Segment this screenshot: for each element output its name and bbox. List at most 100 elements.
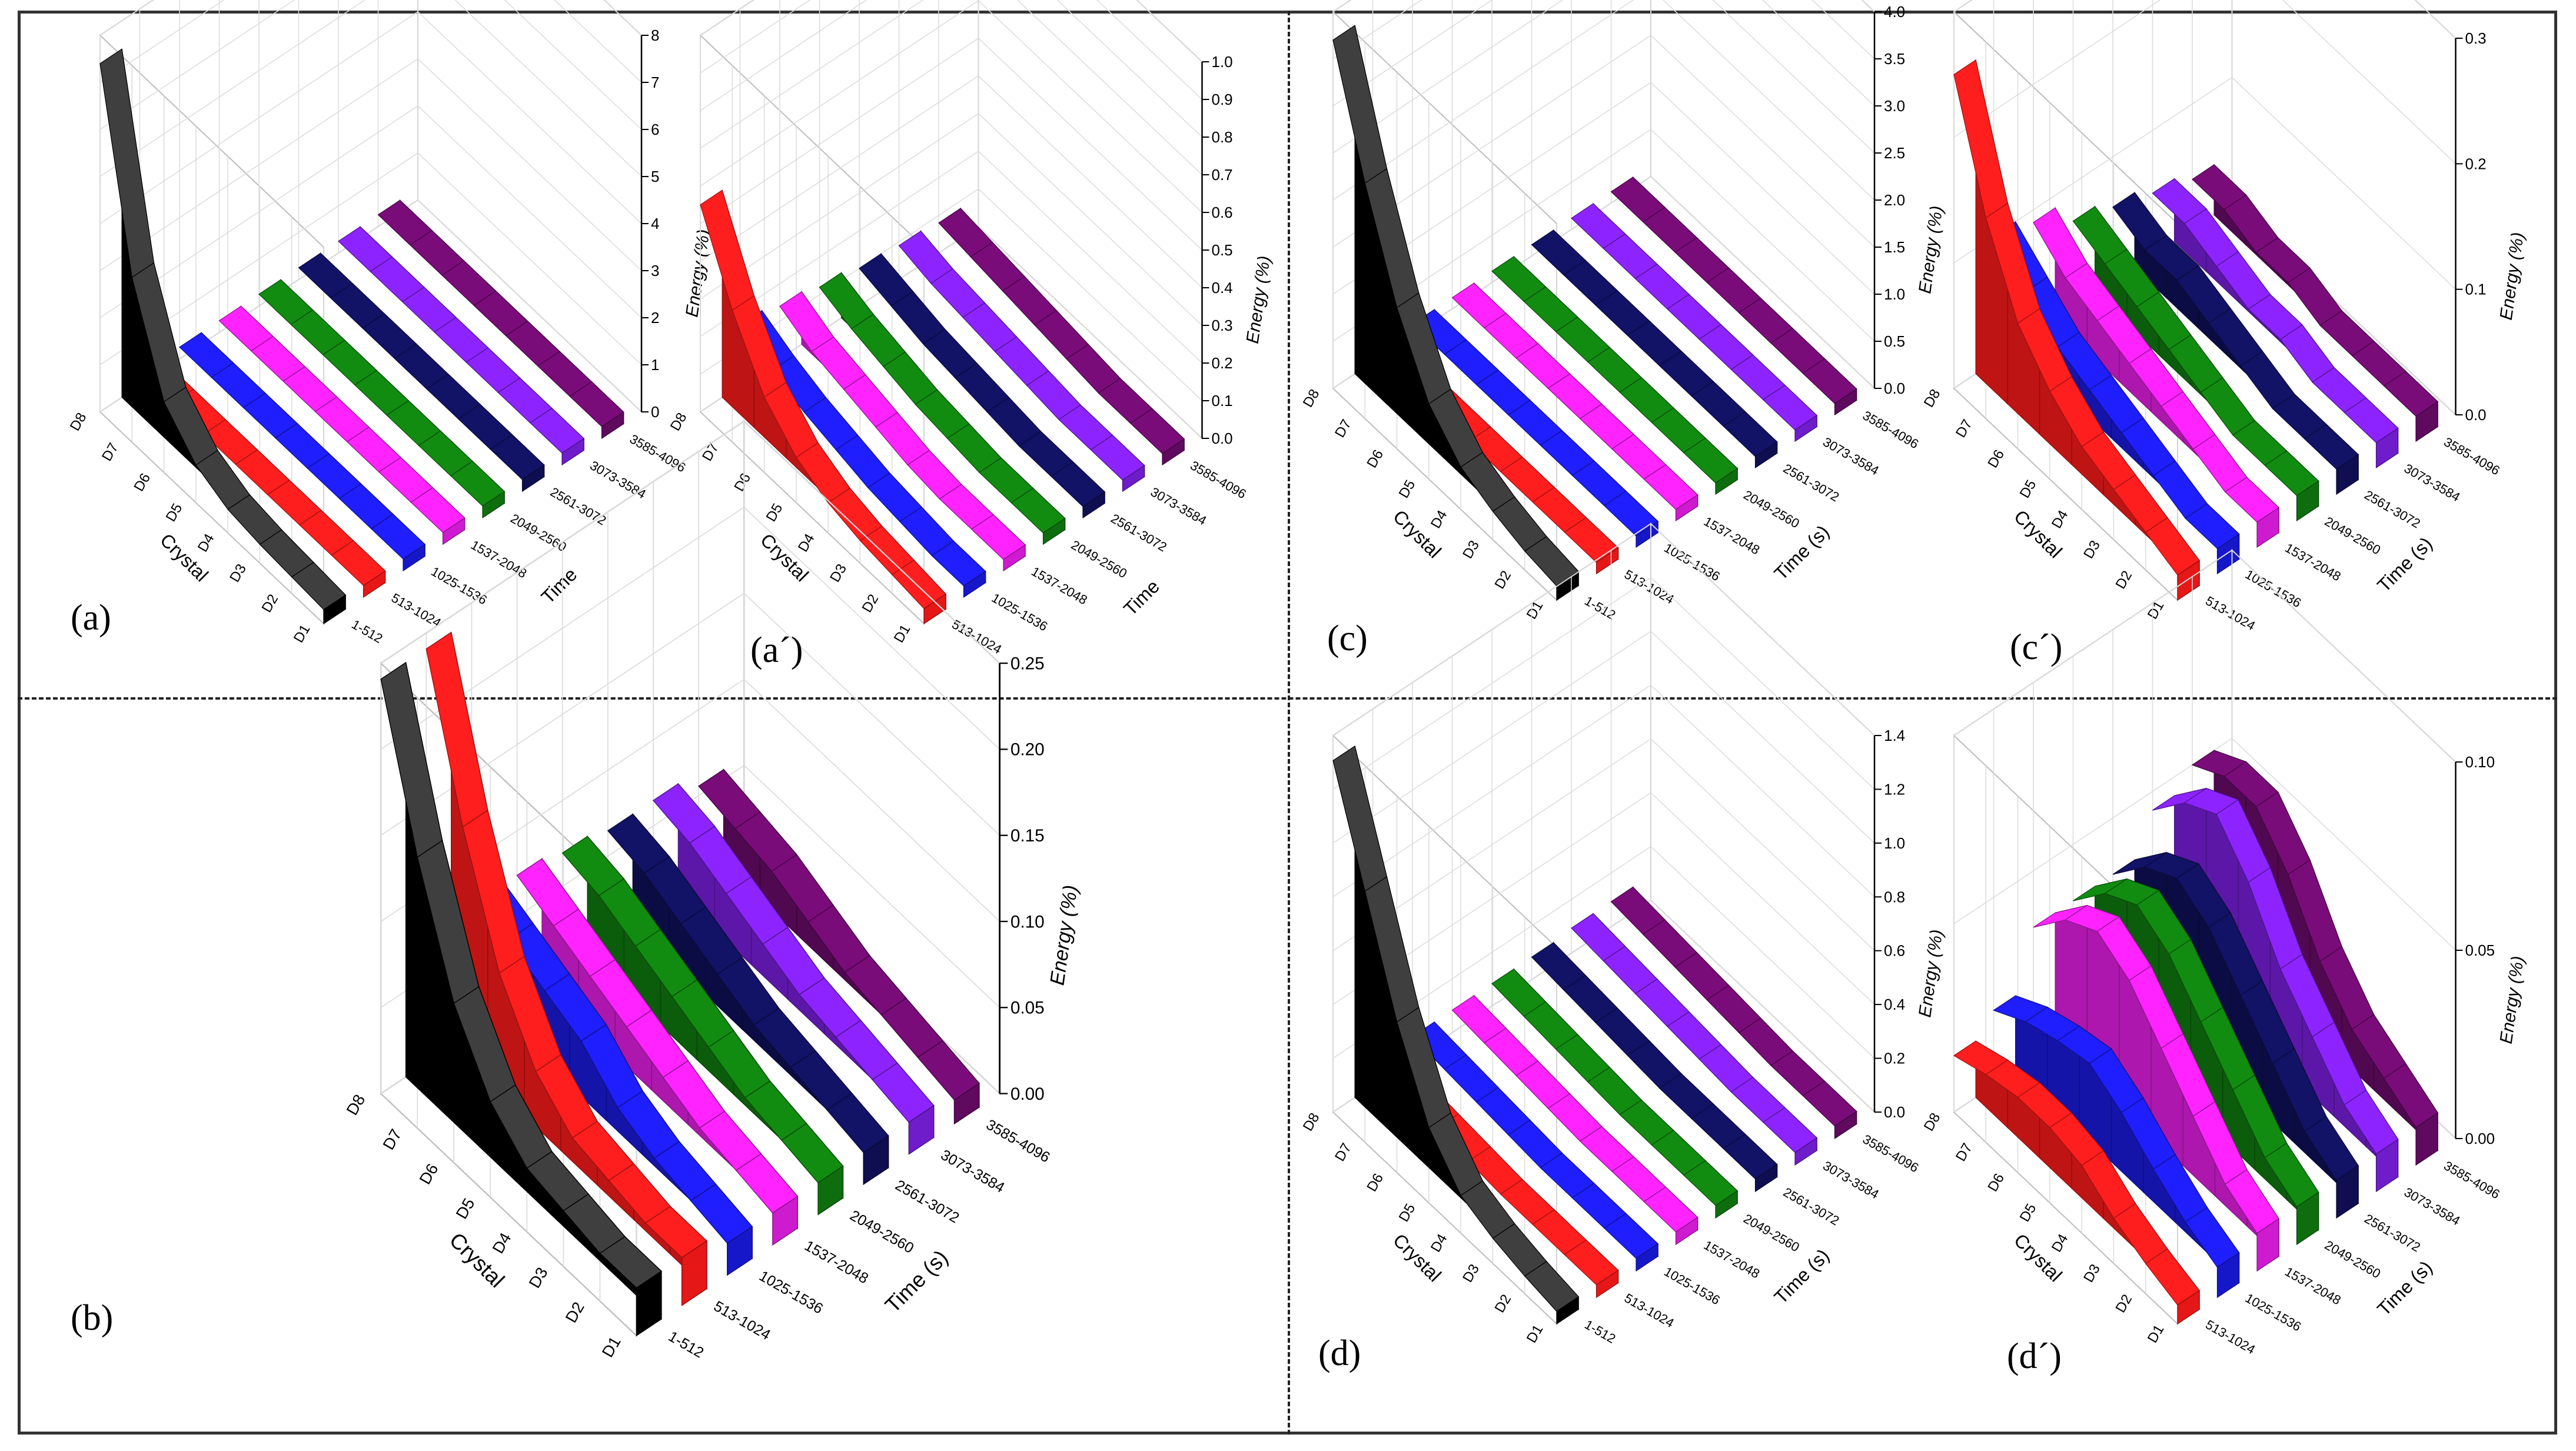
crystal-tick-label: D1 bbox=[2145, 598, 2168, 622]
ribbon-end bbox=[772, 1195, 798, 1246]
time-axis-label: Time (s) bbox=[2373, 533, 2437, 597]
z-tick-label: 0.15 bbox=[1011, 826, 1045, 846]
grid-line bbox=[380, 506, 1001, 750]
time-tick-label: 1537-2048 bbox=[802, 1237, 871, 1287]
z-tick-label: 3.0 bbox=[1884, 97, 1905, 115]
z-tick-label: 0.25 bbox=[1011, 654, 1045, 673]
crystal-tick-label: D5 bbox=[1396, 477, 1419, 501]
panel-a: 0 1 2 3 4 5 6 7 8 Energy (%) D1 D2 D3 D4 D5 D6 D7 D8 Cryst… bbox=[67, 0, 714, 706]
grid-line bbox=[99, 0, 642, 177]
ribbon-top bbox=[700, 189, 755, 311]
z-tick-label: 5 bbox=[651, 168, 659, 185]
series-ribbon bbox=[1610, 886, 1857, 1140]
z-tick-label: 0.8 bbox=[1212, 128, 1233, 146]
series-ribbon bbox=[2033, 207, 2280, 548]
z-tick-label: 0.2 bbox=[1884, 1050, 1905, 1067]
time-tick-label: 3585-4096 bbox=[1860, 1131, 1922, 1175]
ribbon-end bbox=[1596, 1269, 1619, 1299]
series-ribbon bbox=[516, 857, 799, 1246]
ribbon-end bbox=[561, 438, 584, 466]
time-tick-label: 3073-3584 bbox=[1820, 434, 1882, 478]
panel-a-prime: 0.0 0.1 0.2 0.3 0.4 0.5 0.6 0.7 0.8 0.9 1.0 Energy … bbox=[667, 0, 1289, 706]
time-tick-label: 1-512 bbox=[1582, 1317, 1618, 1346]
crystal-tick-label: D4 bbox=[488, 1230, 514, 1257]
ribbon-end bbox=[1754, 441, 1778, 469]
panel-d-prime: 0.00 0.05 0.10 Energy (%) D1 D2 D3 D4 D5 D6 D7 D8 Cr… bbox=[1921, 548, 2542, 1406]
z-tick-label: 0.05 bbox=[2465, 941, 2495, 959]
crystal-tick-label: D4 bbox=[1428, 508, 1451, 531]
z-tick-label: 0.05 bbox=[1011, 999, 1045, 1018]
time-tick-label: 3585-4096 bbox=[2441, 434, 2502, 478]
series-ribbon bbox=[607, 813, 889, 1186]
crystal-tick-label: D8 bbox=[1300, 1110, 1323, 1134]
series-ribbon bbox=[1953, 1040, 2200, 1325]
z-tick-label: 0.00 bbox=[2465, 1130, 2495, 1147]
z-tick-label: 0.6 bbox=[1212, 204, 1233, 221]
ribbon-end bbox=[681, 1240, 707, 1306]
grid-line bbox=[700, 113, 1203, 326]
z-tick-label: 1 bbox=[651, 356, 659, 374]
crystal-tick-label: D2 bbox=[2113, 1292, 2136, 1315]
ribbon-end bbox=[2375, 427, 2399, 469]
grid-line bbox=[1332, 35, 1875, 248]
z-tick-label: 0.0 bbox=[1884, 1103, 1905, 1121]
crystal-tick-label: D4 bbox=[795, 531, 818, 555]
z-axis-label: Energy (%) bbox=[2497, 231, 2528, 321]
series-ribbon bbox=[338, 225, 585, 466]
crystal-tick-label: D8 bbox=[1921, 387, 1944, 410]
ribbon-end bbox=[1754, 1163, 1778, 1193]
time-tick-label: 2049-2560 bbox=[508, 511, 569, 554]
time-tick-label: 1025-1536 bbox=[428, 564, 490, 607]
ribbon-end bbox=[1834, 1110, 1857, 1140]
panel-c: 0.0 0.5 1.0 1.5 2.0 2.5 3.0 3.5 4.0 Energy (%) D1 D… bbox=[1300, 0, 1947, 683]
ribbon-end bbox=[923, 593, 946, 625]
z-tick-label: 0.0 bbox=[2465, 406, 2487, 424]
series-ribbon bbox=[380, 661, 662, 1337]
ribbon-end bbox=[2375, 1139, 2399, 1193]
ribbon-end bbox=[1162, 438, 1185, 466]
grid-line bbox=[1953, 76, 2457, 290]
time-tick-label: 513-1024 bbox=[1622, 1290, 1677, 1330]
crystal-tick-label: D2 bbox=[561, 1299, 587, 1326]
grid-line bbox=[700, 151, 1203, 364]
crystal-tick-label: D3 bbox=[525, 1264, 551, 1291]
figure-border bbox=[18, 11, 2557, 1435]
crystal-tick-label: D6 bbox=[1985, 447, 2007, 471]
horizontal-divider bbox=[18, 697, 2557, 700]
series-ribbon bbox=[1531, 229, 1778, 469]
crystal-tick-label: D5 bbox=[763, 501, 786, 524]
time-tick-label: 2561-3072 bbox=[2362, 1211, 2423, 1254]
crystal-tick-label: D7 bbox=[1332, 417, 1355, 440]
vertical-divider bbox=[1288, 11, 1290, 1435]
ribbon-end bbox=[1675, 494, 1699, 522]
z-tick-label: 0.2 bbox=[1212, 354, 1233, 372]
crystal-tick-label: D8 bbox=[667, 410, 690, 434]
series-ribbon bbox=[377, 199, 624, 440]
z-tick-label: 1.4 bbox=[1884, 727, 1905, 744]
ribbon-end bbox=[2415, 1112, 2438, 1166]
chart-a-prime: 0.0 0.1 0.2 0.3 0.4 0.5 0.6 0.7 0.8 0.9 1.0 Energy … bbox=[667, 0, 1274, 657]
series-ribbon bbox=[1491, 255, 1739, 495]
time-tick-label: 2049-2560 bbox=[1069, 537, 1130, 581]
ribbon-end bbox=[1715, 467, 1738, 495]
series-ribbon bbox=[700, 189, 947, 625]
panel-label-a-prime: (a´) bbox=[750, 630, 803, 670]
grid-line bbox=[99, 58, 642, 271]
crystal-tick-label: D5 bbox=[2017, 1201, 2040, 1224]
grid-line bbox=[99, 0, 642, 130]
z-tick-label: 0.6 bbox=[1884, 942, 1905, 960]
crystal-tick-label: D1 bbox=[1524, 598, 1547, 622]
series-ribbon bbox=[2192, 164, 2439, 442]
ribbon-end bbox=[963, 570, 986, 598]
time-tick-label: 3073-3584 bbox=[938, 1147, 1008, 1196]
panel-label-d-prime: (d´) bbox=[2007, 1336, 2062, 1376]
ribbon-end bbox=[2256, 507, 2279, 548]
ribbon-end bbox=[1003, 544, 1026, 572]
z-tick-label: 0.1 bbox=[2465, 281, 2487, 298]
ribbon-end bbox=[1042, 517, 1066, 545]
crystal-tick-label: D3 bbox=[827, 561, 850, 585]
series-ribbon bbox=[2152, 178, 2399, 469]
z-tick-label: 2 bbox=[651, 309, 659, 327]
time-tick-label: 513-1024 bbox=[389, 590, 444, 630]
